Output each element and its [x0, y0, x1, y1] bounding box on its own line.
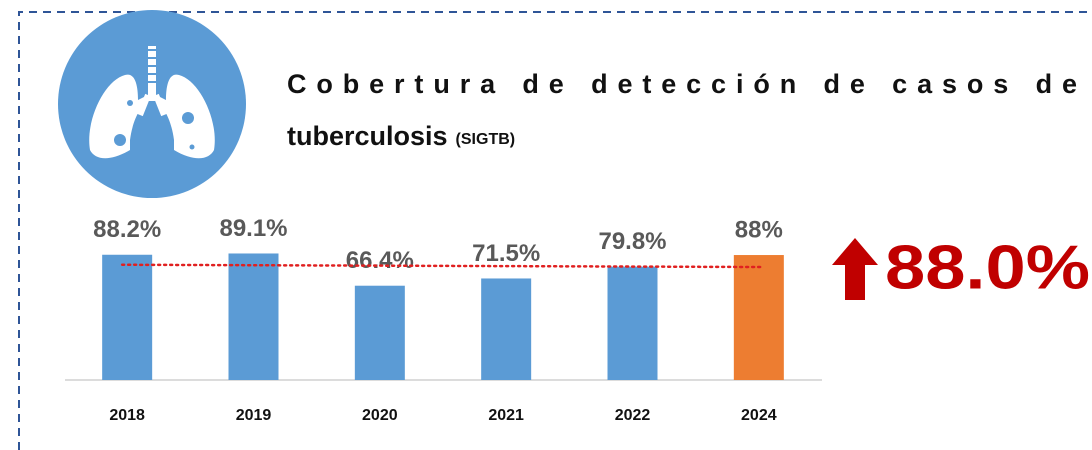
x-tick-label: 2024: [741, 407, 777, 424]
up-arrow: [832, 238, 878, 300]
value-label: 71.5%: [472, 240, 540, 267]
value-label: 89.1%: [219, 215, 287, 242]
value-label: 88.2%: [93, 216, 161, 243]
value-label: 79.8%: [598, 228, 666, 255]
x-tick-label: 2022: [615, 407, 651, 424]
x-tick-label: 2020: [362, 407, 398, 424]
trendline: [120, 263, 766, 269]
bar: [607, 266, 658, 380]
x-tick-label: 2019: [236, 407, 272, 424]
highlight-value: 88.0%: [885, 233, 1090, 302]
lung-icon: [58, 10, 246, 198]
chart-title: Cobertura de detección de casos de: [287, 69, 1077, 99]
bar: [102, 254, 153, 380]
x-tick-label: 2021: [488, 407, 524, 424]
dashed-frame: [18, 11, 1092, 450]
title-source: (SIGTB): [456, 131, 516, 148]
value-label: 66.4%: [346, 247, 414, 274]
bar: [733, 255, 784, 380]
chart-title-line2: tuberculosis: [287, 121, 448, 151]
bar: [354, 285, 405, 380]
bar: [228, 253, 279, 380]
value-label: 88%: [735, 216, 783, 243]
bar: [481, 278, 532, 380]
x-tick-label: 2018: [109, 407, 145, 424]
